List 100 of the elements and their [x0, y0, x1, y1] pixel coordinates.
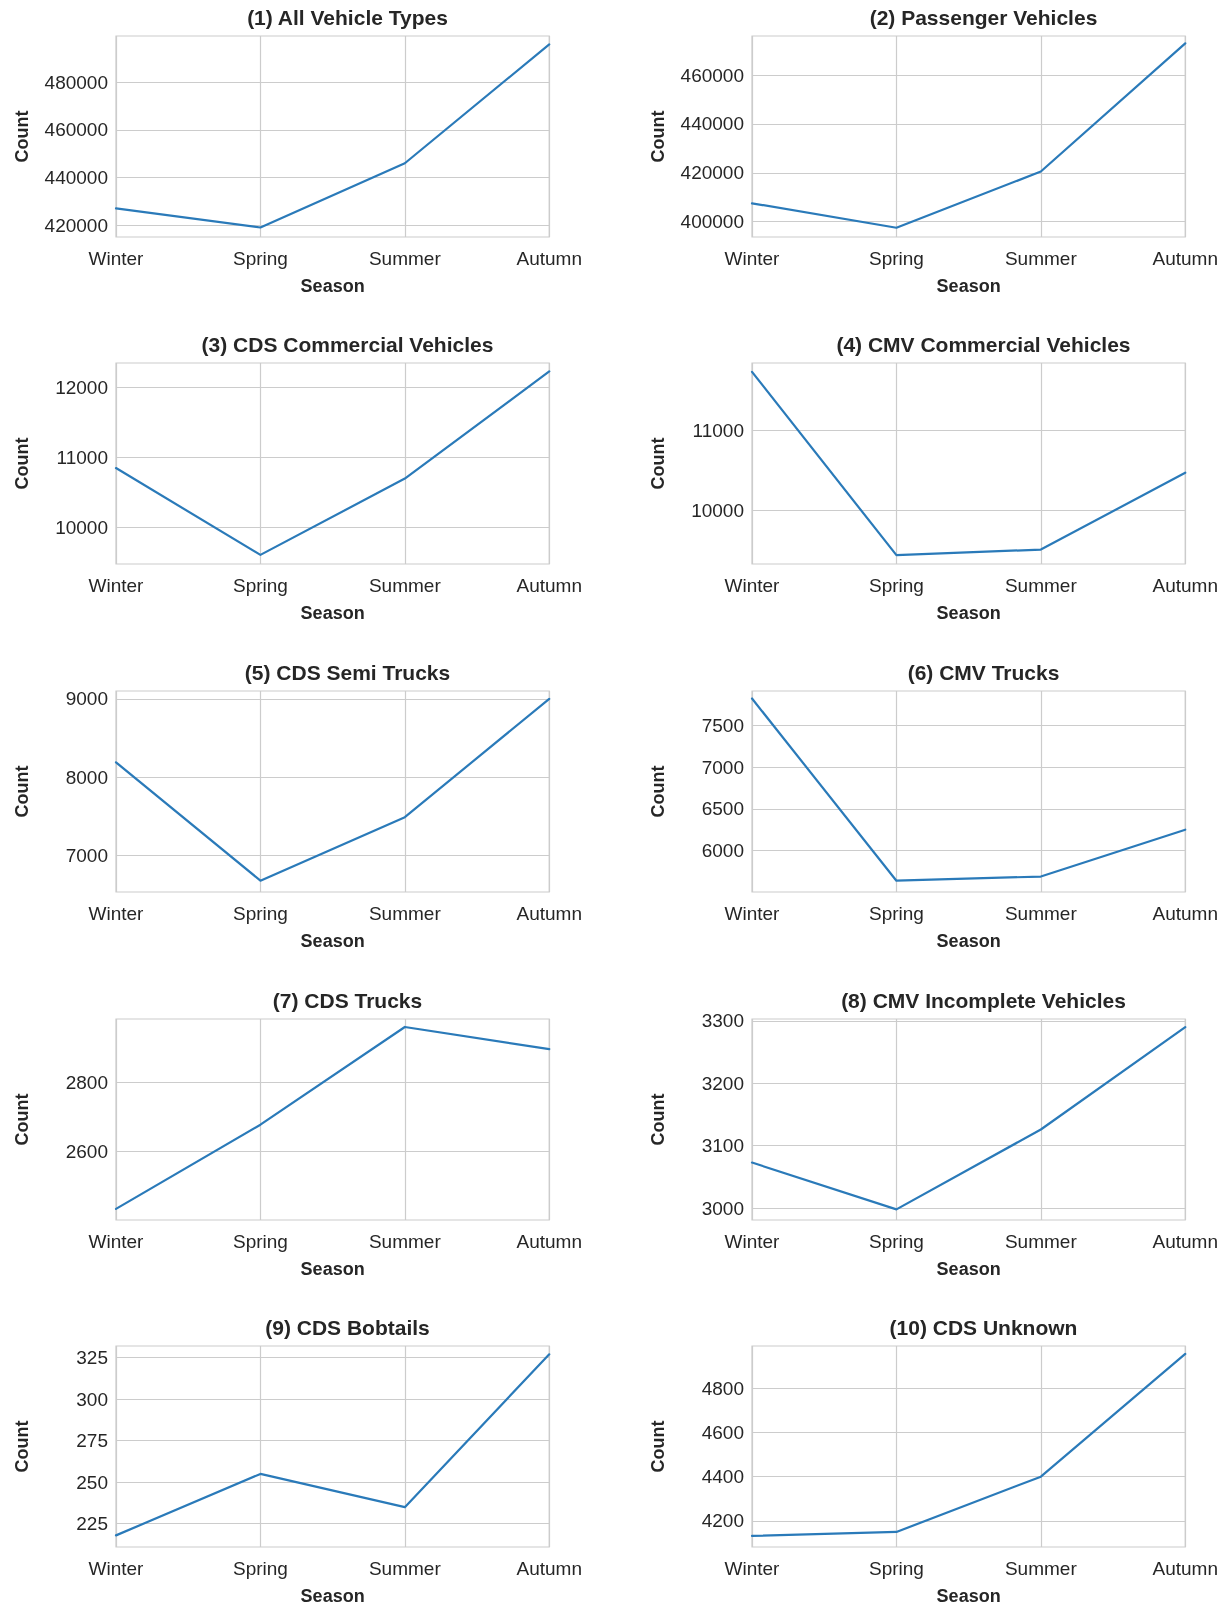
x-tick-label: Autumn — [1152, 1231, 1218, 1252]
x-tick-label: Winter — [88, 1558, 145, 1579]
y-tick-label: 11000 — [692, 419, 744, 441]
chart-title: (1) All Vehicle Types — [247, 6, 448, 29]
x-tick-label: Summer — [1004, 248, 1078, 269]
x-tick-label: Winter — [724, 903, 781, 924]
x-tick-label: Spring — [868, 1231, 924, 1252]
y-tick-label: 460000 — [680, 64, 744, 86]
x-tick-label: Summer — [1004, 1231, 1078, 1252]
y-tick-label: 4200 — [701, 1510, 744, 1532]
x-tick-label: Spring — [232, 248, 288, 269]
y-axis-title: Count — [648, 437, 668, 490]
y-tick-label: 7500 — [701, 714, 744, 736]
x-tick-label: Spring — [868, 1558, 924, 1579]
chart-title: (5) CDS Semi Trucks — [244, 661, 451, 684]
x-tick-label: Summer — [368, 575, 442, 596]
x-tick-label: Autumn — [516, 575, 582, 596]
x-tick-label: Autumn — [516, 248, 582, 269]
chart-title: (4) CMV Commercial Vehicles — [836, 333, 1131, 356]
x-tick-label: Spring — [868, 903, 924, 924]
line-series — [114, 370, 551, 556]
line-series — [750, 697, 1187, 882]
chart-title: (9) CDS Bobtails — [265, 1316, 430, 1339]
y-tick-label: 4800 — [701, 1377, 744, 1399]
y-tick-label: 6500 — [701, 798, 744, 820]
x-tick-label: Spring — [868, 575, 924, 596]
y-tick-label: 3000 — [701, 1197, 744, 1219]
x-axis-title: Season — [936, 1259, 1001, 1279]
x-tick-label: Summer — [1004, 903, 1078, 924]
line-series — [750, 370, 1187, 557]
line-series — [114, 43, 551, 229]
chart-title: (2) Passenger Vehicles — [869, 6, 1098, 29]
y-tick-label: 7000 — [701, 756, 744, 778]
y-tick-label: 10000 — [55, 517, 108, 539]
y-axis-title: Count — [12, 765, 32, 818]
line-series — [114, 697, 551, 882]
x-axis-title: Season — [936, 276, 1001, 296]
y-tick-label: 9000 — [65, 688, 108, 710]
y-tick-label: 8000 — [65, 766, 108, 788]
y-tick-label: 10000 — [691, 499, 744, 521]
x-tick-label: Winter — [724, 1558, 781, 1579]
y-tick-label: 3200 — [701, 1072, 744, 1094]
y-tick-label: 7000 — [65, 845, 108, 867]
y-tick-label: 2800 — [65, 1071, 108, 1093]
x-tick-label: Autumn — [1152, 1558, 1218, 1579]
y-axis-title: Count — [12, 110, 32, 163]
y-tick-label: 11000 — [56, 447, 108, 469]
x-tick-label: Spring — [232, 1558, 288, 1579]
x-axis-title: Season — [936, 931, 1001, 951]
x-tick-label: Winter — [88, 903, 145, 924]
y-tick-label: 2600 — [65, 1141, 108, 1163]
y-tick-label: 480000 — [44, 71, 108, 93]
x-tick-label: Winter — [724, 1231, 781, 1252]
x-axis-title: Season — [300, 931, 365, 951]
y-tick-label: 6000 — [701, 840, 744, 862]
y-tick-label: 250 — [76, 1471, 108, 1493]
y-tick-label: 440000 — [44, 167, 108, 189]
y-axis-title: Count — [648, 1093, 668, 1146]
x-tick-label: Spring — [232, 1231, 288, 1252]
x-axis-title: Season — [300, 603, 365, 623]
x-tick-label: Summer — [1004, 575, 1078, 596]
y-axis-title: Count — [12, 1420, 32, 1473]
chart-title: (10) CDS Unknown — [889, 1316, 1078, 1339]
x-axis-title: Season — [300, 276, 365, 296]
x-tick-label: Autumn — [516, 1231, 582, 1252]
x-tick-label: Winter — [88, 248, 145, 269]
y-tick-label: 4400 — [701, 1466, 744, 1488]
y-tick-label: 3100 — [701, 1135, 744, 1157]
y-axis-title: Count — [648, 765, 668, 818]
chart-title: (7) CDS Trucks — [272, 989, 423, 1012]
y-tick-label: 3300 — [701, 1010, 744, 1032]
x-tick-label: Autumn — [516, 903, 582, 924]
x-tick-label: Winter — [724, 248, 781, 269]
line-series — [750, 1352, 1187, 1538]
y-axis-title: Count — [648, 110, 668, 163]
y-tick-label: 12000 — [55, 377, 108, 399]
x-axis-title: Season — [300, 1586, 365, 1606]
x-tick-label: Winter — [88, 575, 145, 596]
y-tick-label: 440000 — [680, 113, 744, 135]
y-tick-label: 225 — [76, 1513, 108, 1535]
x-axis-title: Season — [936, 603, 1001, 623]
x-tick-label: Spring — [868, 248, 924, 269]
x-tick-label: Summer — [1004, 1558, 1078, 1579]
y-tick-label: 275 — [76, 1430, 108, 1452]
chart-title: (6) CMV Trucks — [907, 661, 1060, 684]
x-tick-label: Autumn — [1152, 575, 1218, 596]
x-tick-label: Winter — [88, 1231, 145, 1252]
y-tick-label: 300 — [76, 1388, 108, 1410]
chart-title: (8) CMV Incomplete Vehicles — [841, 989, 1126, 1012]
line-series — [750, 42, 1187, 229]
x-tick-label: Winter — [724, 575, 781, 596]
y-tick-label: 420000 — [44, 214, 108, 236]
x-tick-label: Autumn — [516, 1558, 582, 1579]
x-tick-label: Autumn — [1152, 903, 1218, 924]
x-tick-label: Autumn — [1152, 248, 1218, 269]
y-tick-label: 460000 — [44, 119, 108, 141]
x-tick-label: Summer — [368, 1558, 442, 1579]
x-axis-title: Season — [300, 1259, 365, 1279]
x-tick-label: Spring — [232, 575, 288, 596]
line-series — [114, 1353, 551, 1537]
